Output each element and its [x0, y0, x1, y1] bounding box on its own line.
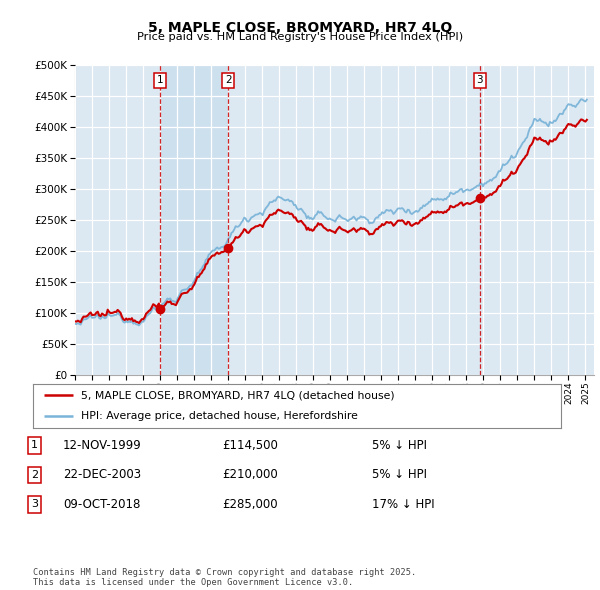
Text: 22-DEC-2003: 22-DEC-2003 — [63, 468, 141, 481]
Text: 2: 2 — [31, 470, 38, 480]
Text: £210,000: £210,000 — [222, 468, 278, 481]
Text: 3: 3 — [476, 76, 483, 86]
Text: £114,500: £114,500 — [222, 439, 278, 452]
Text: 5% ↓ HPI: 5% ↓ HPI — [372, 439, 427, 452]
Text: 2: 2 — [225, 76, 232, 86]
Text: Contains HM Land Registry data © Crown copyright and database right 2025.
This d: Contains HM Land Registry data © Crown c… — [33, 568, 416, 587]
Bar — [160, 65, 228, 375]
Text: 5% ↓ HPI: 5% ↓ HPI — [372, 468, 427, 481]
Text: 5, MAPLE CLOSE, BROMYARD, HR7 4LQ (detached house): 5, MAPLE CLOSE, BROMYARD, HR7 4LQ (detac… — [80, 391, 394, 401]
Text: 12-NOV-1999: 12-NOV-1999 — [63, 439, 142, 452]
Text: 1: 1 — [157, 76, 163, 86]
Text: 3: 3 — [31, 500, 38, 509]
Text: 17% ↓ HPI: 17% ↓ HPI — [372, 498, 434, 511]
Text: HPI: Average price, detached house, Herefordshire: HPI: Average price, detached house, Here… — [80, 411, 358, 421]
Text: 1: 1 — [31, 441, 38, 450]
Text: 09-OCT-2018: 09-OCT-2018 — [63, 498, 140, 511]
Text: Price paid vs. HM Land Registry's House Price Index (HPI): Price paid vs. HM Land Registry's House … — [137, 32, 463, 42]
Text: 5, MAPLE CLOSE, BROMYARD, HR7 4LQ: 5, MAPLE CLOSE, BROMYARD, HR7 4LQ — [148, 21, 452, 35]
Text: £285,000: £285,000 — [222, 498, 278, 511]
